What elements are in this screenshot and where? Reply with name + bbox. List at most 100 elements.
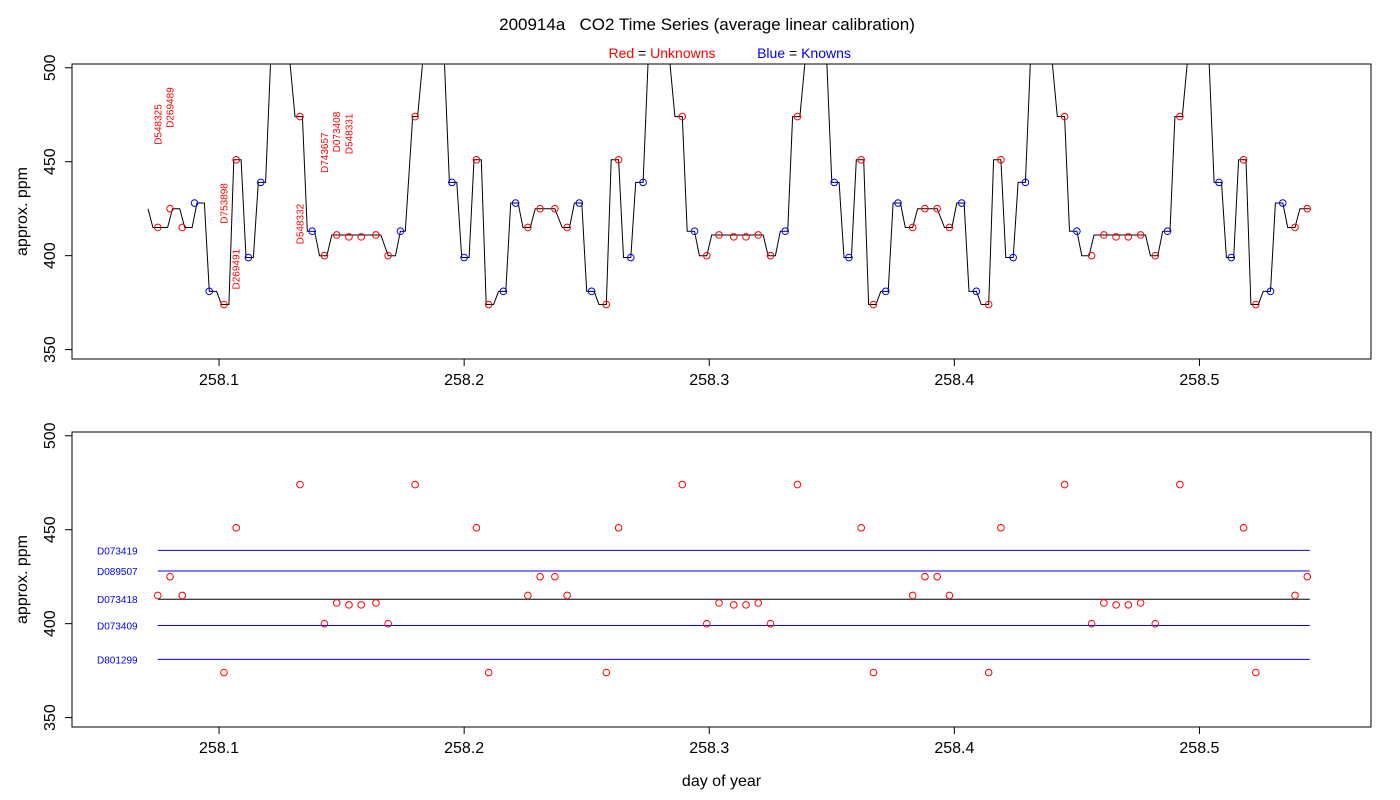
panel-top-unknown-point	[869, 300, 878, 309]
legend-blue-equals: =	[785, 45, 801, 61]
panel-bottom-unknown-point	[1087, 619, 1096, 628]
panel-top-known-point	[396, 227, 405, 236]
panel-bottom-unknown-point	[715, 599, 723, 607]
top-panel-time-series: 258.1 258.2 258.3 258.4 258.5 350 400 450 500 app…	[14, 54, 1372, 389]
panel-top-known-point	[1227, 253, 1236, 262]
panel-bottom-unknown-point	[178, 591, 187, 600]
panel-top-unknown-point	[384, 251, 392, 260]
panel-top-known-point	[957, 199, 966, 207]
panel-bottom-unknown-point	[472, 524, 481, 532]
panel-bottom-frame	[71, 431, 1372, 728]
panel-top-plot-area	[147, 64, 1312, 309]
panel-bottom-unknown-point	[1151, 619, 1160, 628]
panel-bottom-unknown-point	[536, 572, 544, 581]
panel-top-unknown-point	[1060, 112, 1069, 121]
legend-blue-label: Blue	[757, 45, 785, 61]
panel-top-known-point	[627, 253, 635, 262]
panel-bottom-unknown-point	[742, 601, 750, 609]
panel-bottom-unknown-point	[384, 619, 392, 628]
panel-bottom-unknown-point	[345, 601, 353, 609]
panel-top-known-point	[1009, 253, 1017, 262]
panel-top-unknown-point	[332, 231, 341, 239]
panel-top-annotation-D269489: D269489	[166, 87, 177, 128]
legend-red-equals: =	[634, 45, 650, 61]
panel-top-unknown-point	[602, 300, 611, 309]
panel-bottom-unknown-point	[1291, 591, 1299, 600]
panel-top-trace-line	[147, 64, 1310, 305]
panel-top-unknown-point	[1291, 223, 1299, 232]
panel-top-unknown-point	[766, 251, 775, 260]
panel-top-unknown-point	[563, 223, 571, 232]
panel-bottom-unknown-point	[232, 524, 241, 532]
panel-top-known-point	[1163, 227, 1172, 236]
panel-top-unknown-point	[232, 156, 241, 164]
panel-bottom-unknown-point	[1100, 599, 1108, 607]
panel-top-ytick-label: 500	[42, 54, 59, 81]
panel-bottom-unknown-point	[1239, 524, 1248, 532]
panel-top-unknown-point	[220, 300, 228, 309]
panel-top-unknown-point	[1303, 204, 1312, 213]
panel-top-xtick-label: 258.4	[934, 372, 974, 389]
panel-top-unknown-point	[166, 204, 174, 213]
panel-top-annotation-D548331: D548331	[344, 113, 355, 154]
panel-top-known-point	[881, 287, 890, 296]
legend-knowns: Blue = Knowns	[757, 45, 851, 61]
panel-top-ytick-label: 450	[42, 148, 59, 175]
panel-bottom-xtick-label: 258.4	[934, 740, 974, 757]
legend-unknowns: Red = Unknowns	[608, 45, 715, 61]
panel-bottom-reference-label-D073409: D073409	[97, 622, 138, 633]
panel-top-unknown-point	[524, 223, 532, 232]
panel-top-unknown-point	[320, 251, 329, 260]
panel-top-unknown-point	[754, 231, 763, 239]
panel-top-unknown-point	[536, 204, 544, 213]
panel-top-unknown-point	[296, 112, 304, 121]
panel-top-known-point	[639, 178, 647, 187]
panel-top-annotation-D548332: D548332	[295, 203, 306, 244]
panel-bottom-unknown-point	[357, 601, 366, 609]
panel-top-unknown-point	[178, 223, 187, 232]
panel-bottom-unknown-point	[678, 480, 687, 489]
panel-bottom-unknown-point	[563, 591, 571, 600]
panel-top-annotation-D073408: D073408	[332, 111, 343, 152]
panel-bottom-unknown-point	[908, 591, 917, 600]
panel-bottom-unknown-point	[411, 480, 419, 489]
panel-bottom-unknown-point	[793, 480, 802, 489]
panel-top-unknown-point	[1087, 251, 1096, 260]
panel-top-unknown-point	[1151, 251, 1160, 260]
panel-top-unknown-point	[793, 112, 802, 121]
panel-top-xtick-label: 258.1	[199, 372, 239, 389]
panel-bottom-xlabel: day of year	[682, 773, 762, 790]
panel-bottom-unknown-point	[857, 524, 866, 532]
panel-top-known-point	[448, 178, 456, 187]
panel-bottom-unknown-point	[1112, 601, 1120, 609]
panel-bottom-unknown-point	[602, 668, 611, 677]
panel-top-known-point	[845, 253, 853, 262]
panel-bottom-unknown-point	[1136, 599, 1145, 607]
panel-top-known-point	[308, 227, 316, 236]
panel-bottom-unknown-point	[484, 668, 493, 677]
legend-red-label: Red	[608, 45, 634, 61]
panel-top-ytick-label: 400	[42, 242, 59, 269]
panel-top-unknown-point	[921, 204, 929, 213]
panel-top-unknown-point	[678, 112, 687, 121]
panel-bottom-unknown-point	[1124, 601, 1133, 609]
panel-bottom-xtick-label: 258.1	[199, 740, 239, 757]
panel-top-unknown-point	[857, 156, 866, 164]
panel-bottom-unknown-point	[372, 599, 380, 607]
legend: Red = Unknowns Blue = Knowns	[608, 45, 850, 61]
panel-top-known-point	[256, 178, 265, 187]
panel-bottom-unknown-point	[166, 572, 174, 581]
panel-bottom-unknown-point	[296, 480, 304, 489]
bottom-panel-scatter: 258.1 258.2 258.3 258.4 258.5 350 400 450 500 app…	[14, 422, 1372, 790]
panel-top-unknown-point	[411, 112, 419, 121]
panel-top-unknown-point	[702, 251, 711, 260]
panel-bottom-unknown-point	[921, 572, 929, 581]
panel-top-ylabel: approx. ppm	[14, 167, 31, 256]
panel-top-known-point	[830, 178, 839, 187]
panel-bottom-unknown-point	[220, 668, 228, 677]
panel-top-unknown-point	[729, 233, 738, 241]
panel-bottom-ytick-label: 350	[42, 704, 59, 731]
panel-bottom-unknown-point	[551, 572, 559, 581]
panel-bottom-unknown-point	[984, 668, 993, 677]
panel-top-unknown-point	[1176, 112, 1184, 121]
